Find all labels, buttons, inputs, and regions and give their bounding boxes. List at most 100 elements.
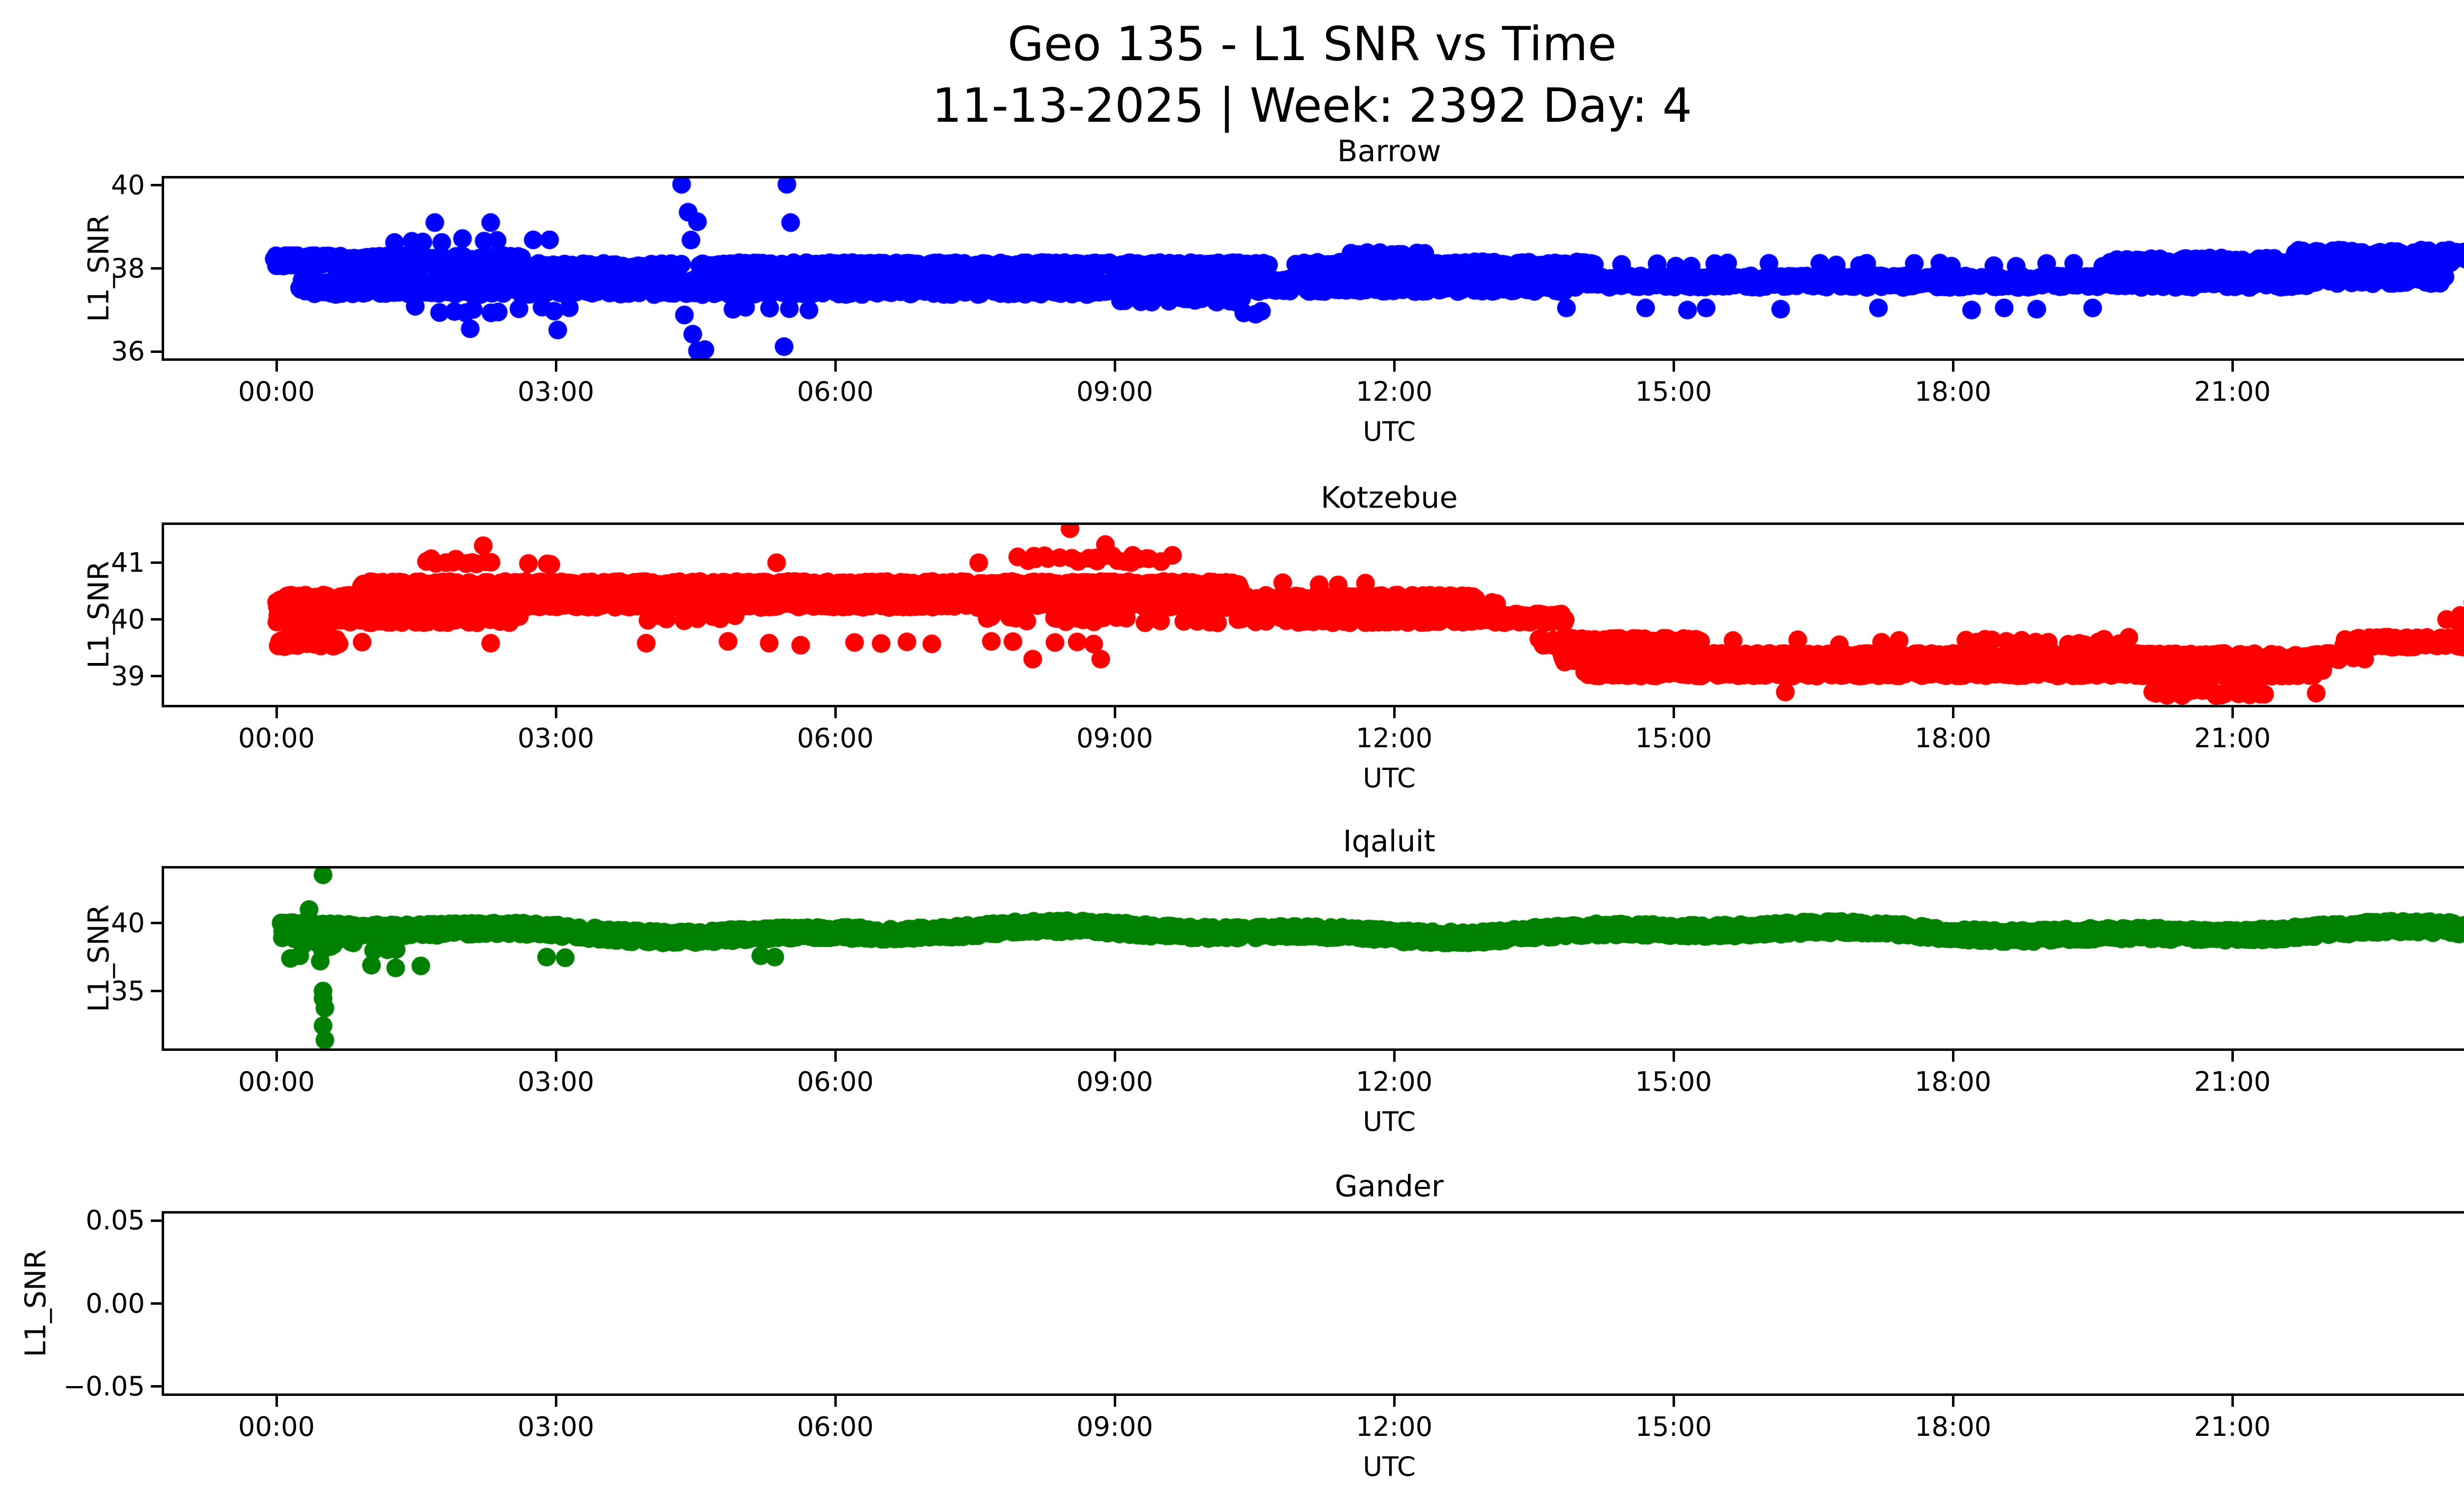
x-tick-label: 06:00: [797, 376, 874, 407]
subplot-title: Gander: [1335, 1169, 1444, 1204]
x-tick-label: 03:00: [517, 1411, 594, 1442]
x-tick-label: 00:00: [2438, 723, 2464, 754]
x-tick-label: 09:00: [1076, 1066, 1153, 1097]
figure-title: Geo 135 - L1 SNR vs Time 11-13-2025 | We…: [0, 14, 2464, 138]
x-tick-mark: [1393, 1396, 1396, 1407]
y-tick-mark: [151, 184, 162, 187]
x-tick-label: 18:00: [1915, 376, 1991, 407]
gander-scatter-canvas: [164, 1214, 2464, 1393]
x-tick-mark: [554, 361, 557, 372]
x-tick-label: 21:00: [2194, 1411, 2271, 1442]
x-tick-mark: [275, 361, 278, 372]
x-tick-mark: [1113, 1396, 1116, 1407]
x-tick-label: 00:00: [2438, 1411, 2464, 1443]
y-tick-mark: [151, 267, 162, 270]
x-tick-mark: [275, 1051, 278, 1062]
x-tick-mark: [1393, 1051, 1396, 1062]
x-tick-label: 03:00: [517, 1066, 594, 1097]
x-tick-mark: [1113, 361, 1116, 372]
x-tick-label: 06:00: [797, 1411, 874, 1442]
x-tick-mark: [834, 707, 837, 718]
x-tick-mark: [2231, 707, 2234, 718]
x-tick-mark: [275, 707, 278, 718]
x-tick-mark: [1951, 361, 1954, 372]
x-tick-label: 12:00: [1356, 376, 1433, 407]
x-tick-label: 00:00: [238, 376, 315, 407]
x-tick-label: 00:00: [2438, 376, 2464, 408]
x-tick-label: 12:00: [1356, 723, 1433, 754]
y-tick-mark: [151, 675, 162, 678]
iqaluit-scatter-canvas: [164, 869, 2464, 1048]
barrow-scatter-canvas: [164, 178, 2464, 358]
x-tick-label: 00:00: [238, 1066, 315, 1097]
x-tick-label: 12:00: [1356, 1411, 1433, 1442]
x-tick-mark: [1951, 1051, 1954, 1062]
y-tick-label: 0.05: [85, 1205, 145, 1236]
x-tick-mark: [1393, 707, 1396, 718]
x-tick-label: 09:00: [1076, 376, 1153, 407]
subplot-title: Iqaluit: [1343, 824, 1436, 859]
x-tick-label: 12:00: [1356, 1066, 1433, 1097]
y-tick-mark: [151, 1302, 162, 1305]
y-tick-mark: [151, 618, 162, 621]
x-tick-label: 03:00: [517, 376, 594, 407]
x-tick-mark: [1951, 707, 1954, 718]
x-tick-mark: [1951, 1396, 1954, 1407]
x-tick-mark: [2231, 1396, 2234, 1407]
x-tick-mark: [554, 1051, 557, 1062]
x-tick-mark: [2231, 361, 2234, 372]
x-tick-label: 06:00: [797, 1066, 874, 1097]
x-tick-mark: [1113, 1051, 1116, 1062]
x-tick-label: 00:00: [238, 723, 315, 754]
y-tick-mark: [151, 1385, 162, 1388]
y-tick-label: −0.05: [63, 1370, 145, 1402]
y-tick-label: 36: [111, 336, 145, 367]
x-tick-label: 06:00: [797, 723, 874, 754]
x-tick-label: 00:00: [2438, 1066, 2464, 1098]
y-tick-label: 0.00: [85, 1287, 145, 1319]
subplot-title: Kotzebue: [1320, 481, 1458, 515]
y-tick-label: 40: [111, 169, 145, 201]
x-tick-label: 09:00: [1076, 1411, 1153, 1442]
x-axis-label: UTC: [1363, 1451, 1416, 1482]
x-tick-label: 03:00: [517, 723, 594, 754]
x-tick-mark: [1113, 707, 1116, 718]
y-tick-mark: [151, 922, 162, 925]
x-tick-label: 15:00: [1635, 1411, 1712, 1442]
x-tick-mark: [1672, 1396, 1675, 1407]
y-tick-mark: [151, 350, 162, 353]
x-tick-mark: [2231, 1051, 2234, 1062]
x-tick-mark: [1672, 1051, 1675, 1062]
y-tick-label: 40: [111, 907, 145, 939]
x-tick-label: 18:00: [1915, 723, 1991, 754]
x-tick-mark: [275, 1396, 278, 1407]
figure-title-line2: 11-13-2025 | Week: 2392 Day: 4: [932, 79, 1692, 134]
x-tick-label: 09:00: [1076, 723, 1153, 754]
x-tick-mark: [554, 707, 557, 718]
figure-title-line1: Geo 135 - L1 SNR vs Time: [1007, 17, 1617, 71]
x-tick-mark: [1672, 707, 1675, 718]
x-tick-label: 18:00: [1915, 1411, 1991, 1442]
y-tick-label: 40: [111, 603, 145, 635]
kotzebue-scatter-canvas: [164, 525, 2464, 705]
x-tick-label: 21:00: [2194, 723, 2271, 754]
y-tick-label: 35: [111, 975, 145, 1007]
y-tick-label: 41: [111, 547, 145, 578]
y-tick-mark: [151, 1219, 162, 1222]
x-tick-label: 00:00: [238, 1411, 315, 1442]
x-tick-label: 18:00: [1915, 1066, 1991, 1097]
y-tick-mark: [151, 990, 162, 993]
y-tick-mark: [151, 561, 162, 564]
x-tick-mark: [834, 1051, 837, 1062]
x-tick-mark: [834, 361, 837, 372]
x-tick-label: 15:00: [1635, 376, 1712, 407]
x-axis-label: UTC: [1363, 1106, 1416, 1137]
x-tick-mark: [834, 1396, 837, 1407]
x-axis-label: UTC: [1363, 416, 1416, 447]
x-tick-mark: [1393, 361, 1396, 372]
x-tick-label: 21:00: [2194, 376, 2271, 407]
y-tick-label: 39: [111, 660, 145, 692]
x-tick-mark: [554, 1396, 557, 1407]
x-tick-label: 21:00: [2194, 1066, 2271, 1097]
